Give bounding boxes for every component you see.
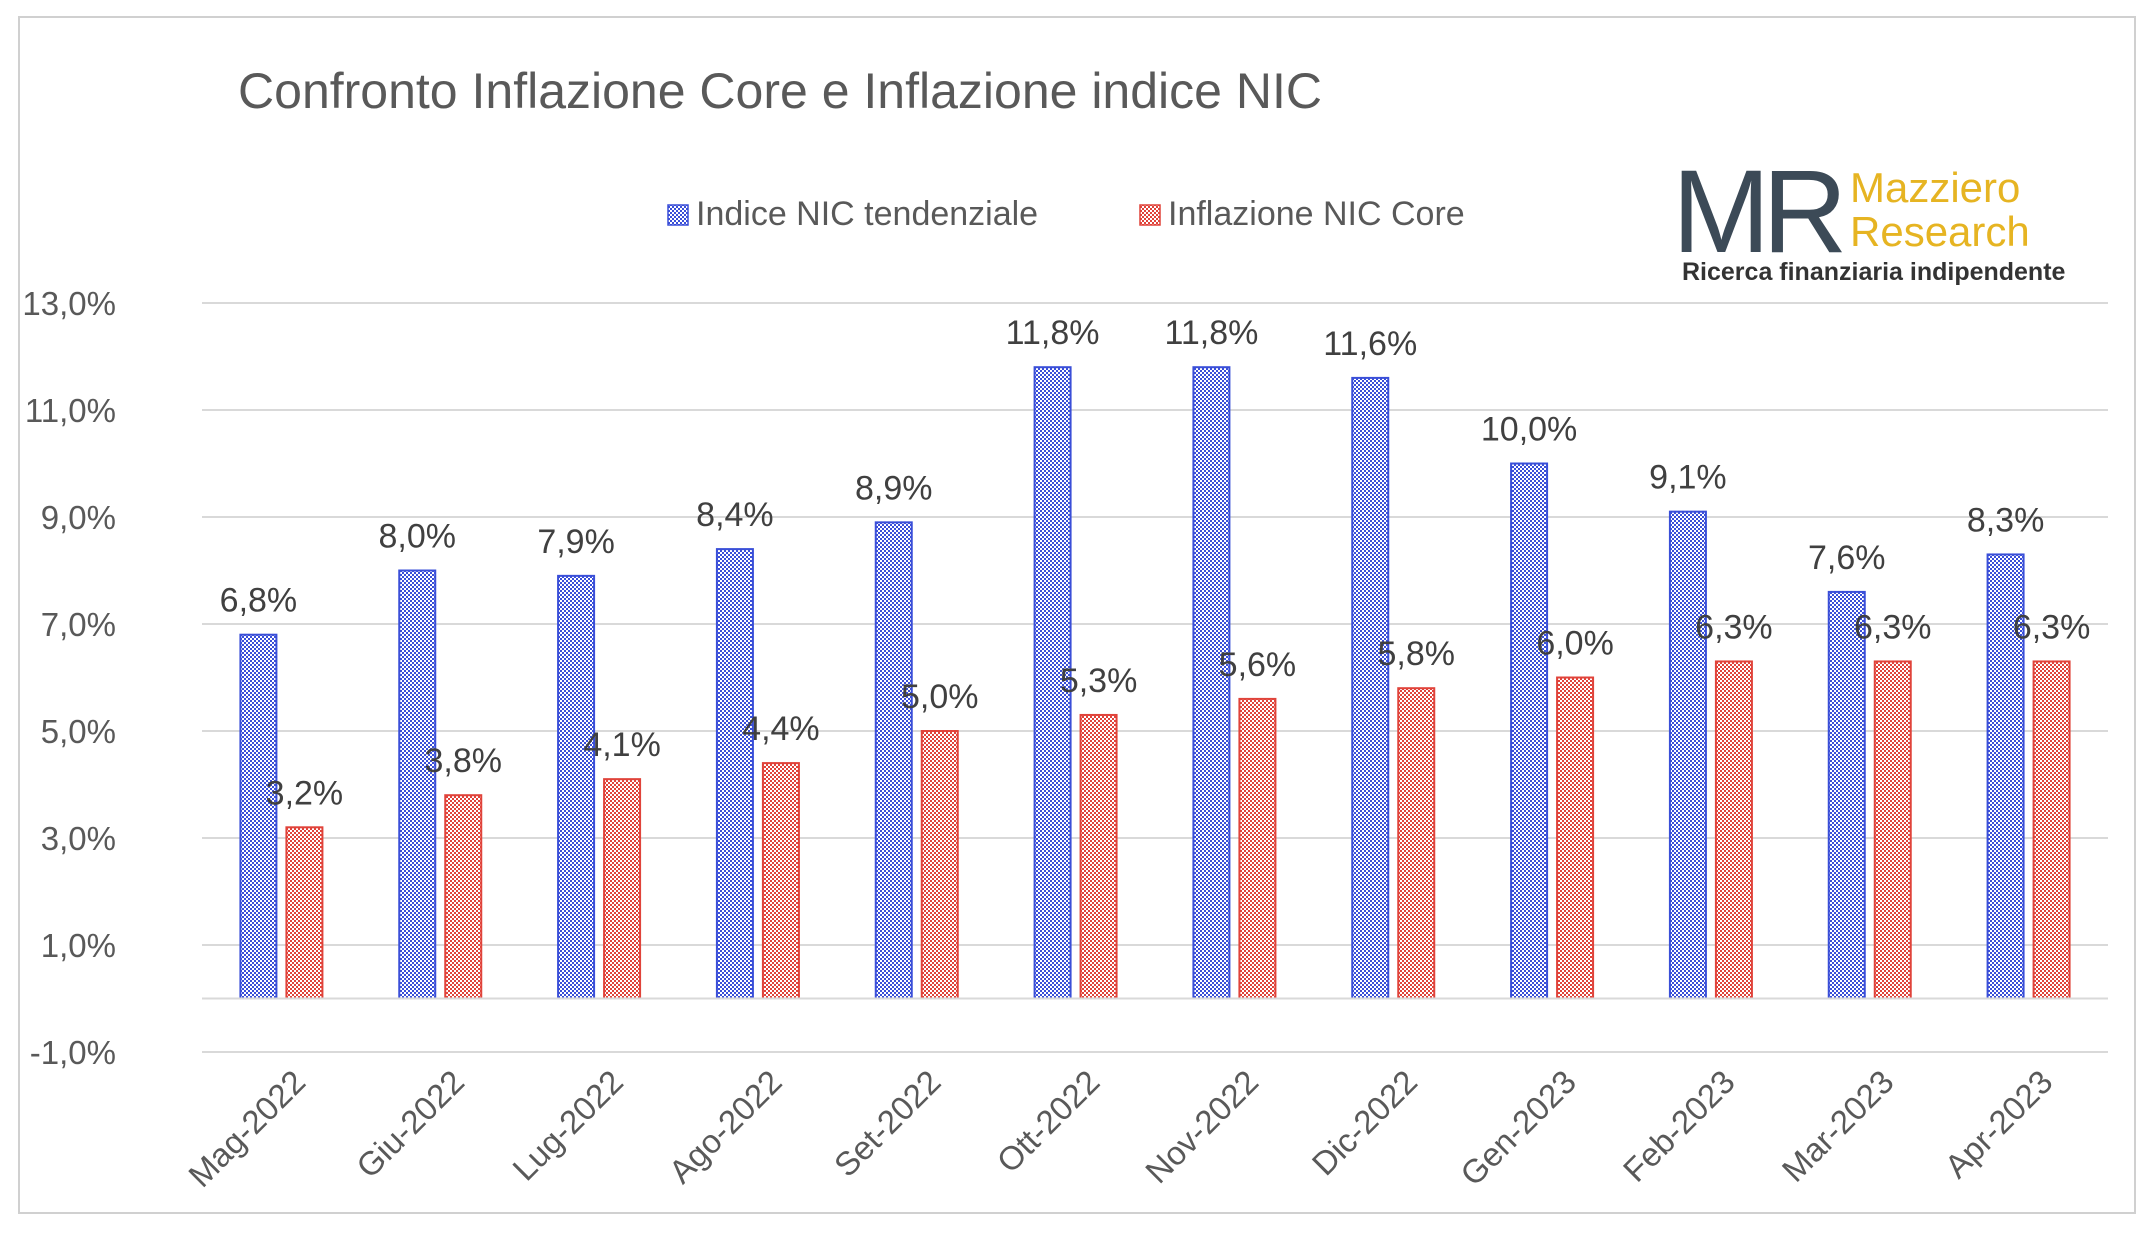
- bar-nic-tendenziale: [1351, 376, 1390, 1000]
- x-tick-label: Apr-2023: [1937, 1063, 2059, 1185]
- data-label-nic-core: 6,0%: [1536, 625, 1614, 663]
- bar-nic-core: [2032, 660, 2071, 1000]
- y-tick-label: 11,0%: [25, 392, 116, 429]
- x-tick-label: Ott-2022: [990, 1063, 1107, 1180]
- data-label-nic-core: 4,4%: [742, 710, 820, 748]
- bar-chart: Confronto Inflazione Core e Inflazione i…: [22, 63, 2108, 1194]
- bar-nic-core: [1238, 697, 1277, 1000]
- y-tick-label: 5,0%: [41, 713, 116, 750]
- y-axis: -1,0% 1,0% 3,0% 5,0% 7,0% 9,0% 11,0% 13,0%: [22, 285, 116, 1071]
- data-label-nic-core: 3,8%: [425, 742, 503, 780]
- bar-nic-tendenziale: [1986, 553, 2025, 1000]
- data-label-nic-core: 5,6%: [1219, 646, 1297, 684]
- bar-nic-tendenziale: [1668, 510, 1707, 1000]
- data-label-nic-tendenziale: 8,9%: [855, 469, 933, 507]
- bar-nic-core: [1397, 687, 1436, 1000]
- y-tick-label: 9,0%: [41, 499, 116, 536]
- bar-nic-core: [603, 778, 642, 1000]
- y-tick-label: 7,0%: [41, 606, 116, 643]
- x-tick-label: Mar-2023: [1775, 1063, 1901, 1189]
- data-label-nic-core: 5,3%: [1060, 662, 1138, 700]
- legend: Indice NIC tendenziale Inflazione NIC Co…: [667, 195, 1465, 233]
- y-tick-label: 1,0%: [41, 927, 116, 964]
- x-tick-label: Gen-2023: [1453, 1063, 1583, 1193]
- bar-nic-tendenziale: [715, 548, 754, 1000]
- bar-nic-core: [285, 826, 324, 1000]
- bars: 6,8% 3,2% 8,0% 3,8% 7,9% 4,1% 8,4% 4,4% 8,9% 5,0%…: [220, 314, 2091, 1000]
- data-label-nic-core: 6,3%: [1695, 608, 1773, 646]
- gridlines: [202, 302, 2108, 1053]
- bar-nic-tendenziale: [1827, 590, 1866, 1000]
- legend-label-core: Inflazione NIC Core: [1168, 195, 1465, 233]
- legend-swatch-nic: [667, 204, 689, 226]
- data-label-nic-tendenziale: 6,8%: [220, 582, 298, 620]
- x-tick-label: Dic-2022: [1305, 1063, 1425, 1183]
- data-label-nic-core: 4,1%: [583, 726, 661, 764]
- legend-swatch-core: [1139, 204, 1161, 226]
- data-label-nic-core: 5,8%: [1378, 635, 1456, 673]
- data-label-nic-core: 3,2%: [266, 774, 344, 812]
- data-label-nic-tendenziale: 11,8%: [1006, 314, 1100, 352]
- x-axis: Mag-2022 Giu-2022 Lug-2022 Ago-2022 Set-2022…: [181, 997, 2108, 1194]
- x-tick-label: Mag-2022: [181, 1063, 312, 1194]
- data-label-nic-tendenziale: 7,6%: [1808, 539, 1886, 577]
- bar-nic-core: [920, 730, 959, 1000]
- logo-mark: MR: [1672, 146, 1842, 278]
- legend-label-nic: Indice NIC tendenziale: [696, 195, 1038, 233]
- x-tick-label: Nov-2022: [1138, 1063, 1265, 1190]
- logo-name-line2: Research: [1850, 208, 2030, 255]
- data-label-nic-core: 6,3%: [1854, 608, 1932, 646]
- data-label-nic-tendenziale: 10,0%: [1481, 411, 1577, 449]
- x-tick-label: Giu-2022: [349, 1063, 471, 1185]
- bar-nic-core: [1079, 713, 1118, 1000]
- data-label-nic-tendenziale: 7,9%: [537, 523, 615, 561]
- bar-nic-core: [761, 762, 800, 1000]
- x-tick-label: Lug-2022: [505, 1063, 630, 1188]
- bar-nic-tendenziale: [398, 569, 437, 1000]
- data-label-nic-tendenziale: 8,4%: [696, 496, 774, 534]
- bar-nic-tendenziale: [557, 574, 596, 1000]
- data-label-nic-core: 5,0%: [901, 678, 979, 716]
- bar-nic-tendenziale: [1510, 462, 1549, 1000]
- bar-nic-tendenziale: [1033, 366, 1072, 1000]
- data-label-nic-tendenziale: 11,6%: [1323, 325, 1417, 363]
- bar-nic-tendenziale: [874, 521, 913, 1000]
- bar-nic-core: [1714, 660, 1753, 1000]
- data-label-nic-tendenziale: 8,3%: [1967, 501, 2045, 539]
- x-tick-label: Set-2022: [827, 1063, 948, 1184]
- bar-nic-tendenziale: [1192, 366, 1231, 1000]
- logo-tagline: Ricerca finanziaria indipendente: [1682, 258, 2066, 286]
- chart-title: Confronto Inflazione Core e Inflazione i…: [238, 63, 1322, 119]
- chart-frame: Confronto Inflazione Core e Inflazione i…: [18, 16, 2136, 1214]
- data-label-nic-tendenziale: 9,1%: [1649, 459, 1727, 497]
- y-tick-label: 13,0%: [22, 285, 116, 322]
- bar-nic-core: [1556, 676, 1595, 1000]
- bar-nic-core: [1873, 660, 1912, 1000]
- x-tick-label: Feb-2023: [1616, 1063, 1742, 1189]
- data-label-nic-core: 6,3%: [2013, 608, 2091, 646]
- x-tick-label: Ago-2022: [661, 1063, 788, 1190]
- data-label-nic-tendenziale: 8,0%: [379, 518, 457, 556]
- y-tick-label: 3,0%: [41, 820, 116, 857]
- data-label-nic-tendenziale: 11,8%: [1164, 314, 1258, 352]
- bar-nic-tendenziale: [239, 633, 278, 1000]
- logo-name-line1: Mazziero: [1850, 164, 2020, 211]
- bar-nic-core: [444, 794, 483, 1000]
- mazziero-research-logo: MR Mazziero Research Ricerca finanziaria…: [1672, 146, 2066, 286]
- y-tick-label: -1,0%: [30, 1034, 116, 1071]
